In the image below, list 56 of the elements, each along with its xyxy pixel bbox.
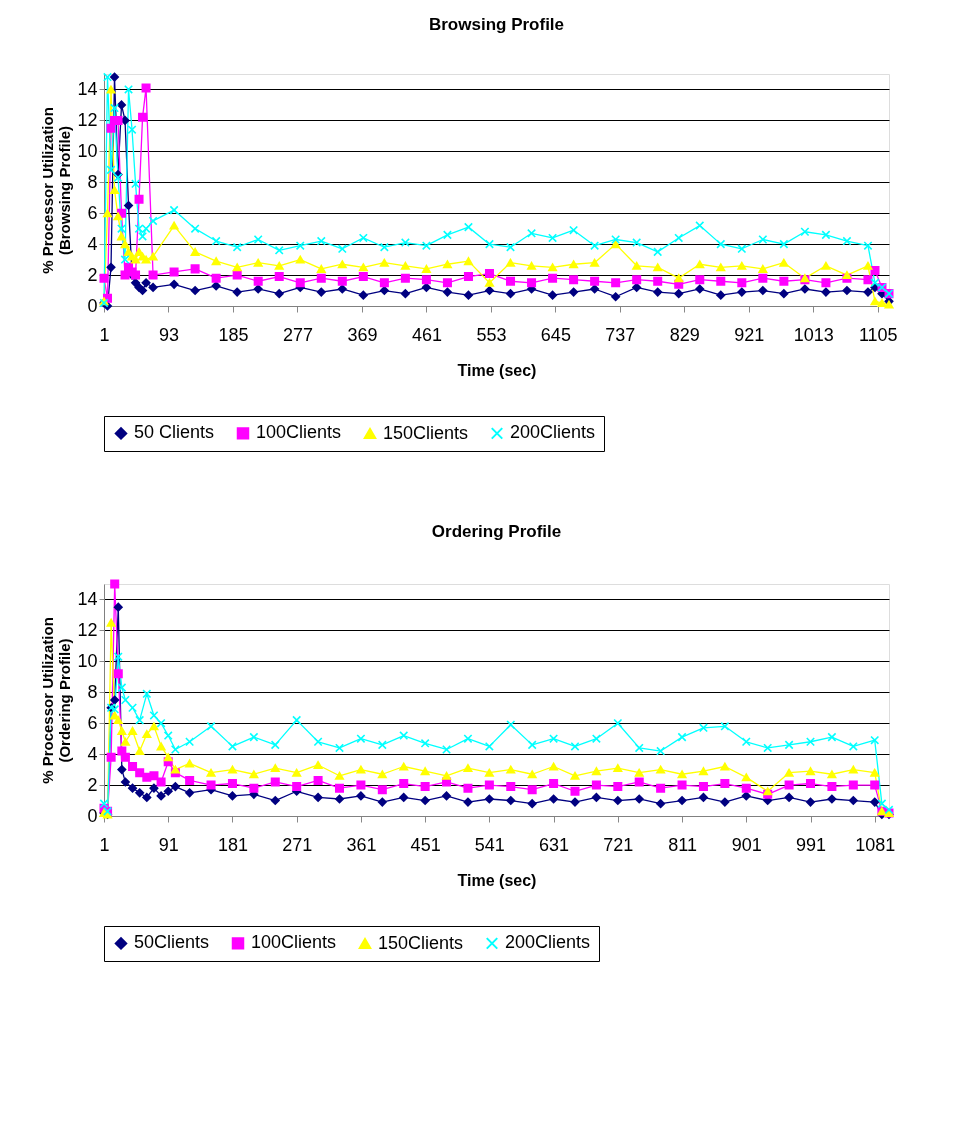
y-tick-label: 2 <box>87 264 98 285</box>
x-tick-label: 631 <box>539 834 570 855</box>
x-tick-label: 721 <box>603 834 634 855</box>
x-tick-label: 645 <box>540 324 571 345</box>
x-tick-label: 1 <box>99 834 110 855</box>
x-tick-label: 93 <box>158 324 179 345</box>
x-tick-label: 361 <box>346 834 377 855</box>
y-tick-label: 10 <box>77 650 98 671</box>
x-tick-label: 921 <box>734 324 765 345</box>
x-tick-label: 181 <box>217 834 248 855</box>
y-tick-label: 6 <box>87 712 98 733</box>
legend-label: 50Clients <box>134 932 210 953</box>
y-tick-label: 14 <box>77 588 98 609</box>
legend-label: 150Clients <box>378 932 464 953</box>
legend-label: 50 Clients <box>134 422 215 443</box>
x-tick-label: 369 <box>347 324 378 345</box>
y-tick-label: 12 <box>77 619 98 640</box>
y-axis-title: % Processor Utilization (Browsing Profile) <box>39 107 74 274</box>
x-tick-label: 461 <box>411 324 442 345</box>
y-tick-label: 0 <box>87 805 98 826</box>
x-tick-label: 271 <box>282 834 313 855</box>
y-tick-label: 6 <box>87 202 98 223</box>
y-tick-label: 4 <box>87 233 98 254</box>
legend-label: 150Clients <box>383 422 469 443</box>
x-axis-title: Time (sec) <box>457 361 537 379</box>
x-tick-label: 185 <box>218 324 249 345</box>
x-tick-label: 451 <box>410 834 441 855</box>
legend-label: 100Clients <box>251 932 337 953</box>
chart-title: Ordering Profile <box>431 522 562 542</box>
x-tick-label: 1013 <box>793 324 834 345</box>
x-tick-label: 541 <box>474 834 505 855</box>
x-tick-label: 277 <box>282 324 313 345</box>
x-tick-label: 91 <box>158 834 179 855</box>
x-tick-label: 1105 <box>858 324 898 345</box>
x-tick-label: 1 <box>99 324 110 345</box>
x-tick-label: 829 <box>669 324 700 345</box>
x-tick-label: 901 <box>731 834 762 855</box>
legend-label: 100Clients <box>256 422 342 443</box>
chart-title: Browsing Profile <box>428 15 565 35</box>
y-tick-label: 0 <box>87 295 98 316</box>
y-tick-label: 2 <box>87 774 98 795</box>
legend-label: 200Clients <box>505 932 591 953</box>
x-tick-label: 991 <box>795 834 827 855</box>
x-axis-title: Time (sec) <box>457 871 537 889</box>
y-axis-title: % Processor Utilization (Ordering Profile) <box>39 617 74 784</box>
x-tick-label: 737 <box>605 324 636 345</box>
x-tick-label: 1081 <box>855 834 896 855</box>
y-tick-label: 8 <box>87 171 98 192</box>
y-tick-label: 4 <box>87 743 98 764</box>
y-tick-label: 8 <box>87 681 98 702</box>
x-tick-label: 553 <box>476 324 507 345</box>
x-tick-label: 811 <box>668 834 697 855</box>
y-tick-label: 10 <box>77 140 98 161</box>
y-tick-label: 12 <box>77 109 98 130</box>
y-tick-label: 14 <box>77 78 98 99</box>
legend-label: 200Clients <box>510 422 596 443</box>
